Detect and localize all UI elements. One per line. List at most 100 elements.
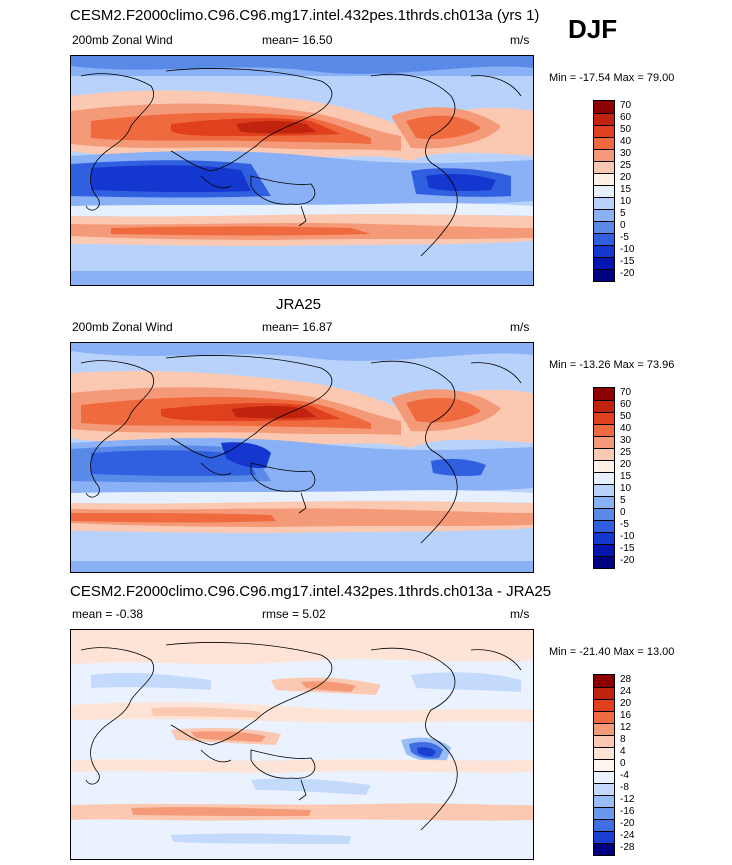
panel2-minmax-label: Min = -13.26 Max = 73.96 bbox=[549, 359, 675, 371]
panel2-map bbox=[70, 342, 534, 573]
panel1-colorbar-swatch bbox=[594, 257, 614, 269]
panel3-colorbar-label: 12 bbox=[620, 722, 632, 733]
panel1-colorbar-swatch bbox=[594, 161, 614, 173]
panel1-title: CESM2.F2000climo.C96.C96.mg17.intel.432p… bbox=[70, 7, 540, 24]
panel1-colorbar bbox=[593, 100, 615, 282]
panel3-colorbar-label: -24 bbox=[620, 830, 635, 841]
panel2-colorbar-swatch bbox=[594, 520, 614, 532]
panel1-colorbar-swatch bbox=[594, 269, 614, 281]
panel3-mean-label: mean = -0.38 bbox=[72, 607, 144, 621]
panel3-colorbar-label: 4 bbox=[620, 746, 626, 757]
panel3-colorbar-label: 28 bbox=[620, 674, 632, 685]
panel2-title: JRA25 bbox=[276, 296, 322, 313]
panel2-colorbar-swatch bbox=[594, 556, 614, 568]
panel3-colorbar-label: -4 bbox=[620, 770, 629, 781]
panel2-colorbar-swatch bbox=[594, 424, 614, 436]
panel3-colorbar-label: -20 bbox=[620, 818, 635, 829]
panel1-colorbar-label: -10 bbox=[620, 244, 635, 255]
panel2-colorbar-label: 25 bbox=[620, 447, 632, 458]
panel1-colorbar-swatch bbox=[594, 209, 614, 221]
panel3-colorbar-swatch bbox=[594, 699, 614, 711]
panel1-map bbox=[70, 55, 534, 286]
panel1-colorbar-swatch bbox=[594, 233, 614, 245]
panel3-colorbar-label: -8 bbox=[620, 782, 629, 793]
panel2-colorbar-label: 20 bbox=[620, 459, 632, 470]
panel2-colorbar-swatch bbox=[594, 448, 614, 460]
panel1-colorbar-swatch bbox=[594, 125, 614, 137]
panel2-colorbar-label: -20 bbox=[620, 555, 635, 566]
panel3-colorbar-swatch bbox=[594, 747, 614, 759]
panel1-colorbar-label: 5 bbox=[620, 208, 626, 219]
panel1-colorbar-swatch bbox=[594, 185, 614, 197]
panel2-colorbar-swatch bbox=[594, 484, 614, 496]
panel2-colorbar-label: 70 bbox=[620, 387, 632, 398]
panel3-colorbar-swatch bbox=[594, 759, 614, 771]
panel1-colorbar-label: -5 bbox=[620, 232, 629, 243]
panel1-colorbar-label: 25 bbox=[620, 160, 632, 171]
panel3-colorbar-label: -16 bbox=[620, 806, 635, 817]
panel2-colorbar-label: 30 bbox=[620, 435, 632, 446]
panel2-colorbar-swatch bbox=[594, 508, 614, 520]
panel2-mean-label: mean= 16.87 bbox=[262, 320, 333, 334]
panel3-colorbar-swatch bbox=[594, 783, 614, 795]
panel3-colorbar-swatch bbox=[594, 807, 614, 819]
panel2-units-label: m/s bbox=[510, 320, 530, 334]
panel2-colorbar-swatch bbox=[594, 460, 614, 472]
panel3-colorbar-label: -28 bbox=[620, 842, 635, 853]
panel2-colorbar-swatch bbox=[594, 532, 614, 544]
panel3-rmse-label: rmse = 5.02 bbox=[262, 607, 326, 621]
panel2-colorbar-label: 0 bbox=[620, 507, 626, 518]
panel3-colorbar-swatch bbox=[594, 843, 614, 855]
panel1-minmax-label: Min = -17.54 Max = 79.00 bbox=[549, 72, 675, 84]
panel3-colorbar-label: -12 bbox=[620, 794, 635, 805]
panel1-colorbar-label: 30 bbox=[620, 148, 632, 159]
panel1-colorbar-swatch bbox=[594, 173, 614, 185]
panel3-colorbar-swatch bbox=[594, 687, 614, 699]
panel2-map-svg bbox=[71, 343, 533, 572]
panel2-colorbar-label: 50 bbox=[620, 411, 632, 422]
panel1-colorbar-label: 20 bbox=[620, 172, 632, 183]
panel1-variable-label: 200mb Zonal Wind bbox=[72, 33, 173, 47]
panel3-colorbar-swatch bbox=[594, 723, 614, 735]
panel1-colorbar-label: 50 bbox=[620, 124, 632, 135]
panel2-colorbar-swatch bbox=[594, 400, 614, 412]
panel2-colorbar bbox=[593, 387, 615, 569]
panel2-variable-label: 200mb Zonal Wind bbox=[72, 320, 173, 334]
panel3-colorbar-label: 16 bbox=[620, 710, 632, 721]
panel2-colorbar-swatch bbox=[594, 496, 614, 508]
panel2-colorbar-swatch bbox=[594, 436, 614, 448]
panel1-colorbar-swatch bbox=[594, 149, 614, 161]
season-label: DJF bbox=[568, 14, 618, 44]
panel3-units-label: m/s bbox=[510, 607, 530, 621]
panel3-colorbar-swatch bbox=[594, 771, 614, 783]
panel1-colorbar-label: 0 bbox=[620, 220, 626, 231]
panel2-colorbar-label: 40 bbox=[620, 423, 632, 434]
panel3-colorbar bbox=[593, 674, 615, 856]
panel1-colorbar-label: 60 bbox=[620, 112, 632, 123]
panel1-colorbar-label: 70 bbox=[620, 100, 632, 111]
panel1-colorbar-swatch bbox=[594, 197, 614, 209]
panel3-map bbox=[70, 629, 534, 860]
panel1-mean-label: mean= 16.50 bbox=[262, 33, 333, 47]
panel3-colorbar-label: 20 bbox=[620, 698, 632, 709]
panel3-colorbar-swatch bbox=[594, 819, 614, 831]
panel1-colorbar-swatch bbox=[594, 101, 614, 113]
panel2-colorbar-swatch bbox=[594, 472, 614, 484]
panel2-colorbar-label: -5 bbox=[620, 519, 629, 530]
panel3-title: CESM2.F2000climo.C96.C96.mg17.intel.432p… bbox=[70, 583, 552, 600]
panel2-colorbar-label: 5 bbox=[620, 495, 626, 506]
panel1-colorbar-label: -20 bbox=[620, 268, 635, 279]
panel1-colorbar-swatch bbox=[594, 137, 614, 149]
panel1-colorbar-label: 10 bbox=[620, 196, 632, 207]
panel3-colorbar-swatch bbox=[594, 831, 614, 843]
panel2-colorbar-swatch bbox=[594, 412, 614, 424]
panel1-colorbar-swatch bbox=[594, 221, 614, 233]
panel2-colorbar-label: 10 bbox=[620, 483, 632, 494]
panel2-colorbar-label: 60 bbox=[620, 399, 632, 410]
panel2-colorbar-swatch bbox=[594, 388, 614, 400]
panel2-colorbar-label: -10 bbox=[620, 531, 635, 542]
panel3-colorbar-label: 0 bbox=[620, 758, 626, 769]
panel3-colorbar-swatch bbox=[594, 675, 614, 687]
panel1-units-label: m/s bbox=[510, 33, 530, 47]
panel3-colorbar-label: 8 bbox=[620, 734, 626, 745]
